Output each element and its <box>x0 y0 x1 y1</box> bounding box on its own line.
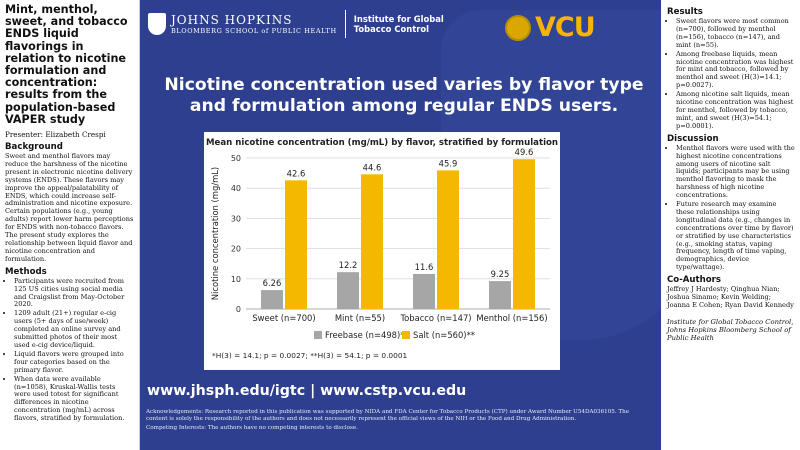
competing-text: Competing Interests: The authors have no… <box>146 425 358 431</box>
y-axis-label: Nicotine concentration (mg/mL) <box>210 167 220 300</box>
poster-title: Mint, menthol, sweet, and tobacco ENDS l… <box>5 3 128 126</box>
headline: Nicotine concentration used varies by fl… <box>164 75 644 116</box>
category-label: Sweet (n=700) <box>252 313 315 323</box>
list-item: Menthol flavors were used with the highe… <box>676 144 796 200</box>
presenter: Presenter: Elizabeth Crespi <box>5 130 106 140</box>
left-column: Mint, menthol, sweet, and tobacco ENDS l… <box>0 0 140 450</box>
jhsph-logo: JOHNS HOPKINS BLOOMBERG SCHOOL of PUBLIC… <box>148 10 444 38</box>
list-item: Sweet flavors were most common (n=700), … <box>676 17 796 50</box>
affiliation: Institute for Global Tobacco Control, Jo… <box>667 317 794 342</box>
institute-line: Institute for Global <box>353 14 444 24</box>
discussion-list: Menthol flavors were used with the highe… <box>667 144 796 273</box>
list-item: Among nicotine salt liquids, mean nicoti… <box>676 90 796 131</box>
chart-card: Mean nicotine concentration (mg/mL) by f… <box>204 132 560 370</box>
jh-shield-icon <box>148 13 166 35</box>
legend-entry: Freebase (n=498)* <box>325 330 404 340</box>
ack-text: Acknowledgements: Research reported in t… <box>146 409 630 422</box>
data-label: 9.25 <box>491 269 510 279</box>
jh-name: JOHNS HOPKINS <box>171 13 293 27</box>
y-tick-label: 30 <box>231 214 241 223</box>
legend-swatch <box>402 331 410 339</box>
data-label: 6.26 <box>263 278 282 288</box>
legend-swatch <box>314 331 322 339</box>
coauthors: Jeffrey J Hardesty; Qinghua Nian; Joshua… <box>667 285 794 309</box>
background-text: Sweet and menthol flavors may reduce the… <box>5 152 134 263</box>
vcu-seal-icon <box>505 14 531 41</box>
results-heading: Results <box>667 7 703 17</box>
bar <box>489 281 511 309</box>
bar <box>437 170 459 309</box>
list-item: Future research may examine these relati… <box>676 200 796 272</box>
vcu-logo: VCU <box>505 12 596 43</box>
chart-note: *H(3) = 14.1; p = 0.0027; **H(3) = 54.1;… <box>212 351 408 360</box>
urls: www.jhsph.edu/igtc | www.cstp.vcu.edu <box>147 383 467 399</box>
data-label: 11.6 <box>415 262 434 272</box>
bar <box>361 174 383 309</box>
list-item: When data were available (n=1058), Krusk… <box>14 375 134 423</box>
data-label: 44.6 <box>363 162 382 172</box>
methods-heading: Methods <box>5 266 47 277</box>
y-tick-label: 10 <box>231 275 241 284</box>
background-heading: Background <box>5 142 63 153</box>
coauthors-heading: Co-Authors <box>667 275 722 286</box>
category-label: Tobacco (n=147) <box>399 313 471 323</box>
bar <box>261 290 283 309</box>
jh-sub: BLOOMBERG SCHOOL of PUBLIC HEALTH <box>171 27 337 35</box>
bar <box>285 180 307 309</box>
y-tick-label: 0 <box>236 305 241 314</box>
institute-line: Tobacco Control <box>353 24 429 34</box>
bar-chart: 0 10 20 30 40 50 Nicotine concentration (mg/mL… <box>210 147 550 340</box>
data-label: 49.6 <box>515 147 534 157</box>
list-item: Participants were recruited from 125 US … <box>14 277 134 310</box>
data-label: 42.6 <box>287 168 306 178</box>
data-label: 45.9 <box>439 158 458 168</box>
list-item: Liquid flavors were grouped into four ca… <box>14 350 134 375</box>
bar <box>337 272 359 309</box>
logo-divider <box>344 10 346 38</box>
acknowledgements: Acknowledgements: Research reported in t… <box>146 409 651 434</box>
institute-name: Institute for Global Tobacco Control <box>354 14 444 34</box>
y-tick-label: 40 <box>231 184 241 193</box>
list-item: 1209 adult (21+) regular e-cig users (5+… <box>14 309 134 350</box>
data-label: 12.2 <box>339 260 358 270</box>
category-label: Menthol (n=156) <box>476 313 547 323</box>
list-item: Among freebase liquids, mean nicotine co… <box>676 50 796 91</box>
legend-entry: Salt (n=560)** <box>413 330 475 340</box>
bar <box>513 159 535 309</box>
methods-list: Participants were recruited from 125 US … <box>5 277 134 423</box>
results-list: Sweet flavors were most common (n=700), … <box>667 17 796 131</box>
y-tick-label: 50 <box>231 154 241 163</box>
y-tick-label: 20 <box>231 245 241 254</box>
vcu-wordmark: VCU <box>535 12 596 43</box>
category-label: Mint (n=55) <box>335 313 385 323</box>
right-column: Results Sweet flavors were most common (… <box>661 0 800 450</box>
discussion-heading: Discussion <box>667 133 719 144</box>
center-panel: JOHNS HOPKINS BLOOMBERG SCHOOL of PUBLIC… <box>140 0 661 450</box>
chart-title: Mean nicotine concentration (mg/mL) by f… <box>205 138 559 148</box>
bar <box>413 273 435 309</box>
